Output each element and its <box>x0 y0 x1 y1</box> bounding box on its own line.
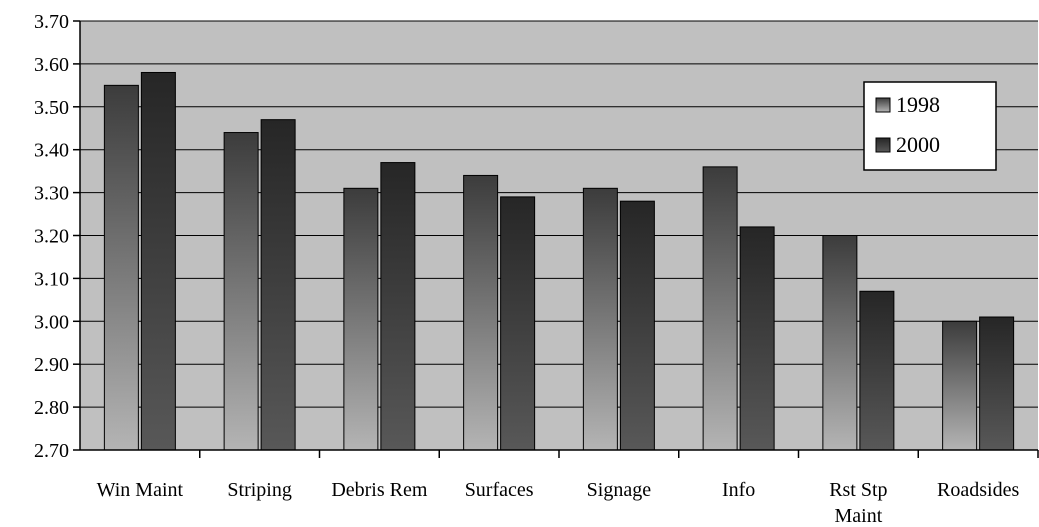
y-tick-label: 3.40 <box>34 140 69 162</box>
bar-2000-2 <box>380 162 416 451</box>
x-category-label: Roadsides <box>937 479 1019 501</box>
bar-2000-4 <box>619 200 655 451</box>
bar-1998-7 <box>942 320 978 451</box>
bar-2000-0 <box>140 71 176 451</box>
y-axis-ticks: 2.70 2.80 2.90 3.00 3.10 3.20 3.30 3.40 3.50 3.60… <box>34 11 80 462</box>
legend-label-1998: 1998 <box>896 92 940 117</box>
x-category-label: Win Maint <box>97 479 184 501</box>
bar-2000-1 <box>260 119 296 451</box>
bar-1998-6 <box>822 235 858 451</box>
bar-2000-6 <box>859 290 895 451</box>
x-category-label: Info <box>722 479 755 501</box>
bar-1998-5 <box>702 166 738 451</box>
legend-label-2000: 2000 <box>896 132 940 157</box>
x-axis-labels: Win Maint Striping Debris Rem Surfaces Signa… <box>97 450 1039 527</box>
legend-swatch-1998 <box>875 97 891 113</box>
x-category-label: Striping <box>227 479 291 501</box>
x-category-label: Debris Rem <box>331 479 428 501</box>
x-category-label: Rst Stp Maint <box>829 479 887 527</box>
y-tick-label: 3.20 <box>34 226 69 248</box>
bar-1998-4 <box>582 187 618 451</box>
y-tick-label: 2.70 <box>34 440 69 462</box>
y-tick-label: 3.60 <box>34 54 69 76</box>
bar-2000-3 <box>500 196 536 451</box>
y-tick-label: 2.90 <box>34 354 69 376</box>
x-category-label: Surfaces <box>465 479 534 501</box>
y-tick-label: 3.10 <box>34 268 69 290</box>
y-tick-label: 3.70 <box>34 11 69 33</box>
legend-swatch-2000 <box>875 137 891 153</box>
legend: 1998 2000 <box>863 81 997 171</box>
y-tick-label: 3.00 <box>34 311 69 333</box>
legend-box <box>863 81 997 171</box>
bar-1998-1 <box>223 132 259 451</box>
bar-1998-3 <box>463 174 499 451</box>
bar-1998-0 <box>103 84 139 451</box>
y-tick-label: 3.30 <box>34 183 69 205</box>
bar-2000-5 <box>739 226 775 451</box>
bars <box>103 71 1015 451</box>
bar-2000-7 <box>979 316 1015 451</box>
y-tick-label: 2.80 <box>34 397 69 419</box>
y-tick-label: 3.50 <box>34 97 69 119</box>
x-category-label: Signage <box>587 479 652 501</box>
bar-1998-2 <box>343 187 379 451</box>
